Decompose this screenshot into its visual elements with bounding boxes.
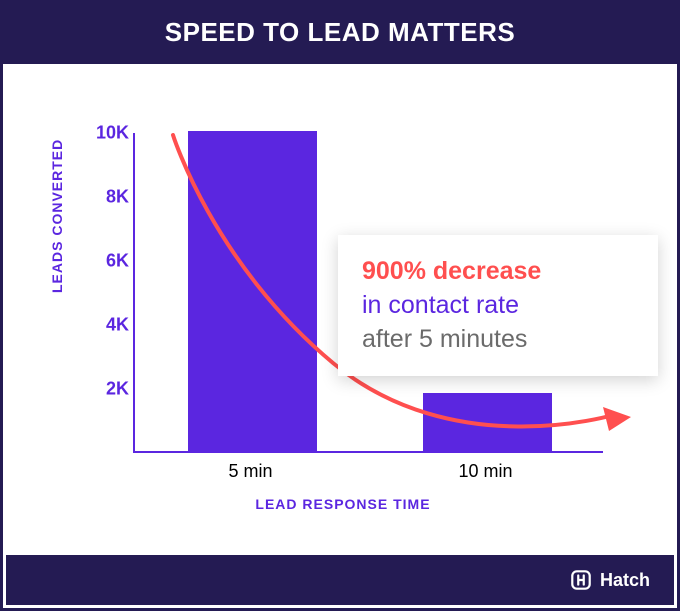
y-tick: 8K — [93, 187, 129, 208]
brand-name: Hatch — [600, 570, 650, 591]
callout-line-2: in contact rate — [362, 289, 634, 323]
x-tick: 5 min — [228, 461, 272, 482]
y-tick: 2K — [93, 379, 129, 400]
y-tick: 10K — [93, 123, 129, 144]
stat-callout: 900% decrease in contact rate after 5 mi… — [338, 235, 658, 376]
footer-bar: Hatch — [6, 555, 674, 605]
y-axis-label: LEADS CONVERTED — [49, 139, 65, 293]
callout-line-1: 900% decrease — [362, 255, 634, 289]
callout-line-3: after 5 minutes — [362, 323, 634, 357]
bar-5-min — [188, 131, 317, 451]
infographic-card: SPEED TO LEAD MATTERS LEADS CONVERTED LE… — [0, 0, 680, 611]
x-tick: 10 min — [458, 461, 512, 482]
y-tick: 6K — [93, 251, 129, 272]
header-title: SPEED TO LEAD MATTERS — [165, 17, 515, 47]
header-bar: SPEED TO LEAD MATTERS — [3, 3, 677, 64]
bar-10-min — [423, 393, 552, 451]
y-tick: 4K — [93, 315, 129, 336]
hatch-logo-icon — [570, 569, 592, 591]
x-axis-label: LEAD RESPONSE TIME — [53, 496, 633, 512]
